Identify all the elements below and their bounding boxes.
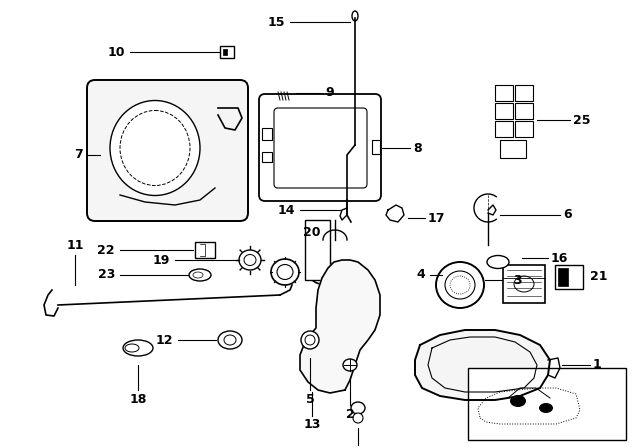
Text: 13: 13 xyxy=(303,418,321,431)
Ellipse shape xyxy=(189,269,211,281)
Ellipse shape xyxy=(271,259,299,285)
Text: 10: 10 xyxy=(108,46,125,59)
Bar xyxy=(515,121,533,137)
Text: 1: 1 xyxy=(593,358,602,371)
Text: 18: 18 xyxy=(129,393,147,406)
Text: 19: 19 xyxy=(152,254,170,267)
Text: 17: 17 xyxy=(428,211,445,224)
Ellipse shape xyxy=(436,262,484,308)
Text: 8: 8 xyxy=(413,142,422,155)
Ellipse shape xyxy=(110,100,200,195)
Text: 4: 4 xyxy=(416,268,425,281)
Ellipse shape xyxy=(301,331,319,349)
Bar xyxy=(220,46,234,58)
Text: 3: 3 xyxy=(513,273,522,287)
Bar xyxy=(223,49,227,55)
Text: 9: 9 xyxy=(325,86,333,99)
Text: 14: 14 xyxy=(278,203,295,216)
FancyBboxPatch shape xyxy=(87,80,248,221)
Polygon shape xyxy=(300,260,380,393)
Ellipse shape xyxy=(277,264,293,280)
Bar xyxy=(468,368,626,440)
Text: 16: 16 xyxy=(551,251,568,264)
Polygon shape xyxy=(415,330,550,400)
Bar xyxy=(515,85,533,101)
Ellipse shape xyxy=(353,413,363,423)
Text: 2: 2 xyxy=(346,408,355,421)
Text: 22: 22 xyxy=(97,244,115,257)
Text: 15: 15 xyxy=(268,16,285,29)
Bar xyxy=(195,242,215,258)
Bar xyxy=(500,140,526,158)
Bar xyxy=(503,265,545,303)
Ellipse shape xyxy=(305,335,315,345)
Bar xyxy=(305,220,330,280)
Ellipse shape xyxy=(193,272,203,278)
Ellipse shape xyxy=(352,11,358,21)
Ellipse shape xyxy=(309,260,335,284)
Text: 25: 25 xyxy=(573,113,591,126)
Ellipse shape xyxy=(343,359,357,371)
Ellipse shape xyxy=(123,340,153,356)
Bar xyxy=(372,140,380,154)
Ellipse shape xyxy=(224,335,236,345)
Ellipse shape xyxy=(445,271,475,299)
Text: 7: 7 xyxy=(74,148,83,161)
Text: 20: 20 xyxy=(303,225,320,238)
Text: 6: 6 xyxy=(563,208,572,221)
Ellipse shape xyxy=(487,255,509,268)
Ellipse shape xyxy=(351,402,365,414)
Text: 5: 5 xyxy=(306,393,314,406)
Text: 11: 11 xyxy=(67,239,84,252)
Ellipse shape xyxy=(277,98,289,106)
Text: 21: 21 xyxy=(590,271,607,284)
Bar xyxy=(558,268,568,286)
Bar xyxy=(495,121,513,137)
Bar xyxy=(495,85,513,101)
Bar xyxy=(495,103,513,119)
Text: 23: 23 xyxy=(98,268,115,281)
Ellipse shape xyxy=(510,395,526,407)
Bar xyxy=(262,152,272,162)
Ellipse shape xyxy=(239,250,261,270)
Ellipse shape xyxy=(244,254,256,266)
Ellipse shape xyxy=(314,265,330,279)
Bar xyxy=(515,103,533,119)
FancyBboxPatch shape xyxy=(259,94,381,201)
Ellipse shape xyxy=(125,344,139,352)
Text: 24: 24 xyxy=(349,447,367,448)
Ellipse shape xyxy=(539,403,553,413)
Ellipse shape xyxy=(218,331,242,349)
Text: 12: 12 xyxy=(156,333,173,346)
Bar xyxy=(555,265,583,289)
Bar xyxy=(262,128,272,140)
